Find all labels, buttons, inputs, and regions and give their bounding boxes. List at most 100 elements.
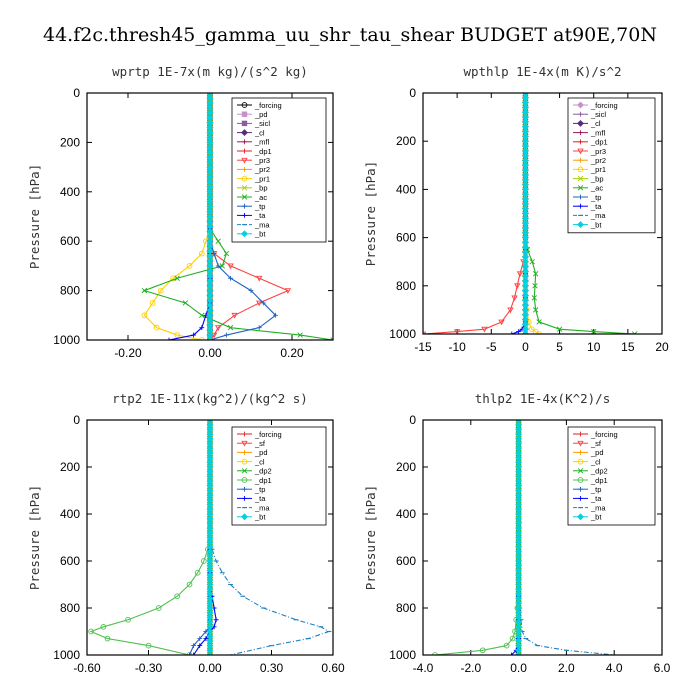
legend-marker [242,139,247,145]
legend-label: _ta [254,494,266,503]
legend-label: _pr2 [254,165,270,174]
x-tick-label: -0.20 [114,346,142,360]
legend-label: _dp2 [590,467,608,476]
legend: _forcing_sicl_cl_mfl_dp1_pr3_pr2_pr1_bp_… [567,97,656,234]
series_bt [206,93,214,340]
x-tick-label: 0.0 [510,661,527,675]
legend-marker [577,185,584,191]
data-point [516,329,521,334]
legend-marker [577,440,584,447]
data-point [453,329,461,334]
legend-marker [241,468,248,474]
legend-marker [578,139,583,145]
data-point [531,295,538,301]
legend-label: _ta [590,494,602,503]
y-tick-label: 600 [396,554,416,568]
legend-label: _ac [254,193,267,202]
legend-marker [577,101,584,109]
data-point [141,287,148,294]
y-tick-label: 800 [396,601,416,615]
y-tick-label: 1000 [389,648,416,662]
series-line [168,93,211,340]
x-tick-label: 20 [655,340,669,354]
x-tick-label: -10 [448,340,466,354]
legend-marker [577,119,584,127]
series_bt [206,420,214,655]
data-point [631,331,638,334]
series_dp1 [432,420,522,655]
x-tick-label: -0.60 [73,661,101,675]
y-tick-label: 1000 [53,648,80,662]
panel-3: rtp2 1E-11x(kg^2)/(kg^2 s) Pressure [hPa]… [27,391,345,675]
data-point [215,325,222,331]
data-point [224,332,229,338]
x-tick-label: -2.0 [460,661,481,675]
series_ta [166,93,213,340]
legend-marker [578,194,583,200]
legend-marker [242,148,247,154]
y-axis-label: Pressure [hPa] [363,485,378,590]
data-point [256,300,263,307]
plot-area [88,420,332,655]
data-point [201,558,207,564]
legend-marker [241,185,248,191]
data-point [206,651,214,655]
data-point [198,337,205,340]
plot-area [423,93,638,334]
y-tick-label: 200 [60,135,80,149]
data-point [174,275,180,281]
legend-label: _mfl [254,138,270,147]
legend-label: _ma [590,211,606,220]
data-point [256,325,262,331]
data-point [149,300,156,306]
x-tick-label: 0.20 [280,346,304,360]
panel-title: thlp2 1E-4x(K^2)/s [475,391,610,406]
legend-label: _pr2 [590,156,606,165]
series-line [423,93,526,334]
legend-label: _forcing [590,430,618,439]
y-axis-label: Pressure [hPa] [363,161,378,266]
legend-label: _pr3 [590,147,606,156]
panel-title: wprtp 1E-7x(m kg)/(s^2 kg) [112,64,308,79]
data-point [228,275,233,281]
legend-marker [578,111,583,117]
data-point [223,250,230,257]
legend-label: _ta [254,211,266,220]
legend-label: _sf [254,439,266,448]
data-point [157,287,164,294]
legend: _forcing_sf_pd_cl_dp2_dp1_tp_ta_ma_bt [231,426,327,526]
legend-label: _forcing [254,101,282,110]
y-axis-label: Pressure [hPa] [27,164,42,269]
legend-marker [241,102,248,108]
figure-title: 44.f2c.thresh45_gamma_uu_shr_tau_shear B… [43,24,657,46]
series_bt [522,93,529,334]
legend-label: _ma [254,220,270,229]
legend-marker [241,194,248,200]
y-tick-label: 400 [60,185,80,199]
x-tick-label: 5 [556,340,563,354]
x-tick-label: 4.0 [606,661,623,675]
legend-label: _tp [590,485,601,494]
legend-marker [241,513,248,521]
data-point [186,581,193,588]
x-tick-label: -5 [486,340,497,354]
panel-title: rtp2 1E-11x(kg^2)/(kg^2 s) [112,391,308,406]
y-tick-label: 600 [60,554,80,568]
legend-label: _bt [254,513,266,522]
data-point [536,331,542,334]
legend-marker [577,148,584,155]
plot-area [141,93,333,340]
data-point [479,647,486,654]
data-point [191,332,196,338]
data-point [219,263,226,269]
data-point [297,332,303,338]
legend-label: _bt [590,220,602,229]
data-point [528,326,535,333]
x-tick-label: 15 [621,340,635,354]
data-point [284,288,292,294]
y-tick-label: 0 [409,86,416,100]
legend-label: _ac [590,184,603,193]
x-tick-label: -4.0 [413,661,434,675]
legend-marker [578,486,583,492]
data-point [100,623,107,630]
